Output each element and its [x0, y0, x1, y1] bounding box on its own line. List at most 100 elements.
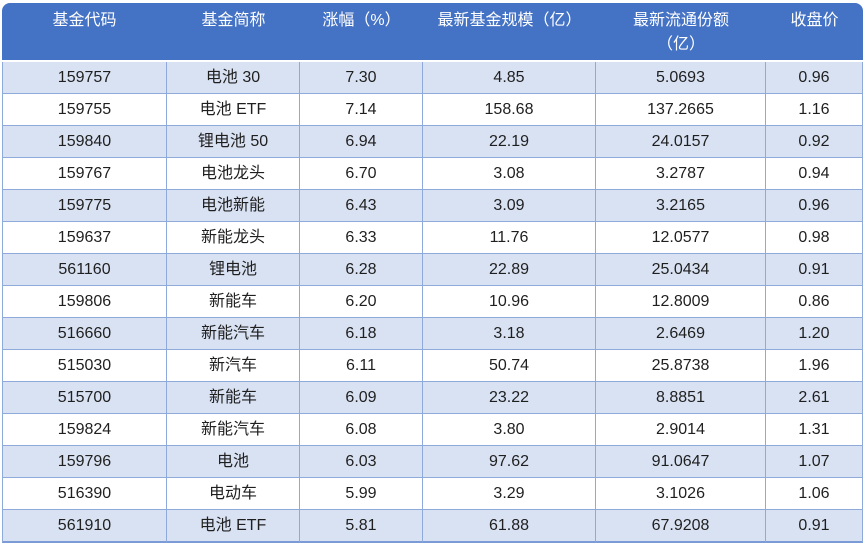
- cell-name: 新能汽车: [167, 414, 300, 446]
- table-row: 516390 电动车 5.99 3.29 3.1026 1.06: [2, 478, 863, 510]
- cell-change: 6.94: [300, 126, 423, 158]
- cell-code: 159840: [2, 126, 167, 158]
- cell-name: 锂电池 50: [167, 126, 300, 158]
- cell-close: 0.96: [766, 62, 863, 94]
- cell-change: 6.43: [300, 190, 423, 222]
- cell-close: 1.06: [766, 478, 863, 510]
- cell-code: 561910: [2, 510, 167, 543]
- cell-name: 新能汽车: [167, 318, 300, 350]
- cell-scale: 158.68: [423, 94, 596, 126]
- cell-code: 516660: [2, 318, 167, 350]
- cell-change: 6.20: [300, 286, 423, 318]
- cell-shares: 8.8851: [596, 382, 766, 414]
- cell-close: 0.96: [766, 190, 863, 222]
- table-row: 159755 电池 ETF 7.14 158.68 137.2665 1.16: [2, 94, 863, 126]
- cell-scale: 10.96: [423, 286, 596, 318]
- cell-code: 159767: [2, 158, 167, 190]
- cell-change: 6.70: [300, 158, 423, 190]
- cell-scale: 3.08: [423, 158, 596, 190]
- cell-name: 电池: [167, 446, 300, 478]
- cell-scale: 50.74: [423, 350, 596, 382]
- cell-close: 0.98: [766, 222, 863, 254]
- cell-shares: 12.0577: [596, 222, 766, 254]
- cell-change: 6.18: [300, 318, 423, 350]
- table-row: 159824 新能汽车 6.08 3.80 2.9014 1.31: [2, 414, 863, 446]
- cell-name: 电池 ETF: [167, 94, 300, 126]
- cell-change: 5.81: [300, 510, 423, 543]
- cell-code: 516390: [2, 478, 167, 510]
- col-header-fund-code: 基金代码: [2, 3, 167, 62]
- cell-name: 电池 30: [167, 62, 300, 94]
- cell-change: 6.08: [300, 414, 423, 446]
- cell-close: 1.07: [766, 446, 863, 478]
- cell-name: 新能车: [167, 286, 300, 318]
- table-row: 515030 新汽车 6.11 50.74 25.8738 1.96: [2, 350, 863, 382]
- col-header-float-shares: 最新流通份额 （亿）: [596, 3, 766, 62]
- cell-scale: 97.62: [423, 446, 596, 478]
- cell-shares: 12.8009: [596, 286, 766, 318]
- cell-code: 515030: [2, 350, 167, 382]
- cell-scale: 22.19: [423, 126, 596, 158]
- cell-name: 新能龙头: [167, 222, 300, 254]
- col-header-fund-name: 基金简称: [167, 3, 300, 62]
- cell-code: 159796: [2, 446, 167, 478]
- cell-change: 6.11: [300, 350, 423, 382]
- cell-close: 0.86: [766, 286, 863, 318]
- fund-table: 基金代码 基金简称 涨幅（%） 最新基金规模（亿） 最新流通份额 （亿） 收盘价…: [2, 3, 863, 543]
- cell-shares: 2.6469: [596, 318, 766, 350]
- cell-code: 159806: [2, 286, 167, 318]
- cell-close: 0.91: [766, 254, 863, 286]
- cell-change: 6.33: [300, 222, 423, 254]
- cell-close: 2.61: [766, 382, 863, 414]
- cell-shares: 3.1026: [596, 478, 766, 510]
- cell-name: 新汽车: [167, 350, 300, 382]
- table-row: 515700 新能车 6.09 23.22 8.8851 2.61: [2, 382, 863, 414]
- cell-scale: 4.85: [423, 62, 596, 94]
- cell-shares: 67.9208: [596, 510, 766, 543]
- table-row: 159796 电池 6.03 97.62 91.0647 1.07: [2, 446, 863, 478]
- cell-shares: 3.2165: [596, 190, 766, 222]
- cell-scale: 11.76: [423, 222, 596, 254]
- cell-scale: 61.88: [423, 510, 596, 543]
- table-row: 561160 锂电池 6.28 22.89 25.0434 0.91: [2, 254, 863, 286]
- cell-code: 561160: [2, 254, 167, 286]
- cell-shares: 25.0434: [596, 254, 766, 286]
- cell-shares: 137.2665: [596, 94, 766, 126]
- cell-change: 7.14: [300, 94, 423, 126]
- cell-shares: 5.0693: [596, 62, 766, 94]
- table-body: 159757 电池 30 7.30 4.85 5.0693 0.96 159755 电池 ET…: [2, 62, 863, 543]
- cell-scale: 23.22: [423, 382, 596, 414]
- cell-name: 电池 ETF: [167, 510, 300, 543]
- col-header-change-percent: 涨幅（%）: [300, 3, 423, 62]
- cell-change: 6.09: [300, 382, 423, 414]
- cell-scale: 22.89: [423, 254, 596, 286]
- table-row: 159767 电池龙头 6.70 3.08 3.2787 0.94: [2, 158, 863, 190]
- cell-shares: 3.2787: [596, 158, 766, 190]
- table-row: 159840 锂电池 50 6.94 22.19 24.0157 0.92: [2, 126, 863, 158]
- cell-code: 159775: [2, 190, 167, 222]
- cell-name: 电池龙头: [167, 158, 300, 190]
- cell-scale: 3.80: [423, 414, 596, 446]
- table-row: 561910 电池 ETF 5.81 61.88 67.9208 0.91: [2, 510, 863, 543]
- col-header-closing-price: 收盘价: [766, 3, 863, 62]
- cell-code: 159755: [2, 94, 167, 126]
- cell-close: 1.20: [766, 318, 863, 350]
- table-row: 159775 电池新能 6.43 3.09 3.2165 0.96: [2, 190, 863, 222]
- cell-close: 1.16: [766, 94, 863, 126]
- cell-scale: 3.18: [423, 318, 596, 350]
- cell-code: 159824: [2, 414, 167, 446]
- cell-name: 电动车: [167, 478, 300, 510]
- cell-close: 1.96: [766, 350, 863, 382]
- cell-shares: 24.0157: [596, 126, 766, 158]
- table-header: 基金代码 基金简称 涨幅（%） 最新基金规模（亿） 最新流通份额 （亿） 收盘价: [2, 3, 863, 62]
- cell-name: 电池新能: [167, 190, 300, 222]
- cell-code: 159757: [2, 62, 167, 94]
- cell-close: 0.92: [766, 126, 863, 158]
- cell-close: 0.91: [766, 510, 863, 543]
- cell-shares: 2.9014: [596, 414, 766, 446]
- table-row: 516660 新能汽车 6.18 3.18 2.6469 1.20: [2, 318, 863, 350]
- cell-change: 5.99: [300, 478, 423, 510]
- table-row: 159806 新能车 6.20 10.96 12.8009 0.86: [2, 286, 863, 318]
- cell-close: 0.94: [766, 158, 863, 190]
